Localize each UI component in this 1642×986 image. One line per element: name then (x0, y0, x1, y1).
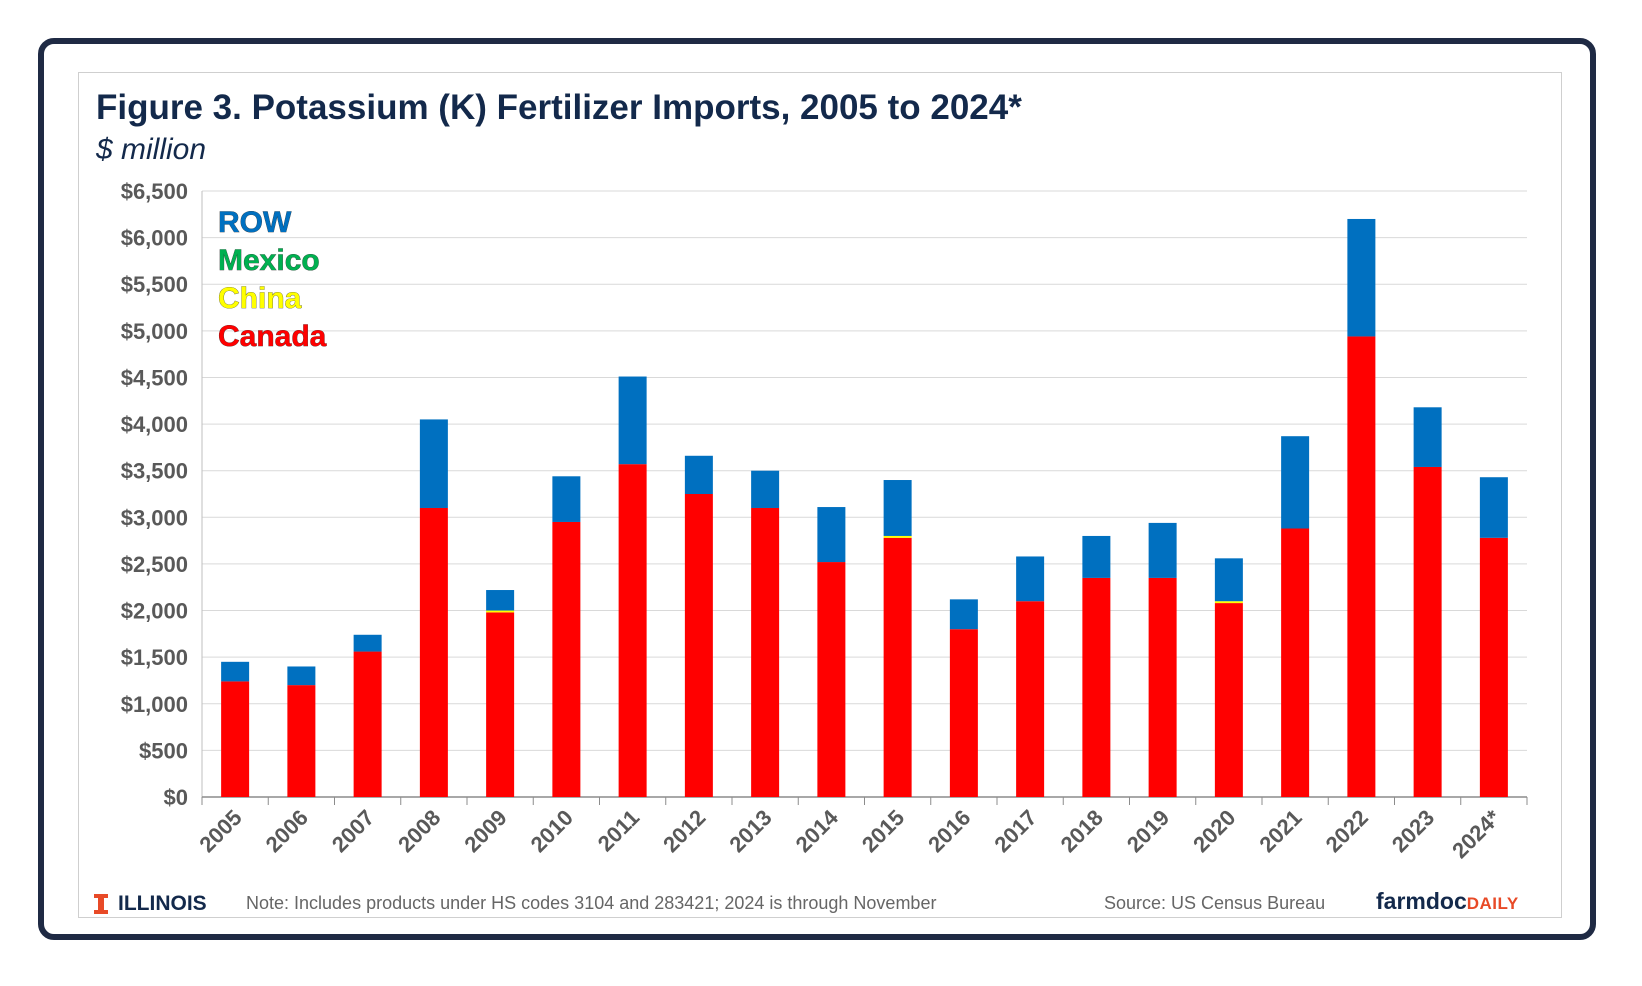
y-tick-label: $3,000 (121, 505, 188, 530)
x-tick-label: 2017 (989, 805, 1041, 857)
y-tick-label: $1,500 (121, 645, 188, 670)
bar-row-2024 (1479, 477, 1508, 538)
bar-canada-2006 (287, 685, 316, 797)
bar-canada-2023 (1413, 466, 1442, 797)
y-tick-label: $6,000 (121, 226, 188, 251)
bar-canada-2024 (1479, 537, 1508, 797)
bar-row-2011 (618, 376, 647, 465)
brand-main-text: farmdoc (1376, 888, 1467, 914)
x-tick-label: 2022 (1321, 805, 1373, 857)
x-tick-label: 2019 (1122, 805, 1174, 857)
bar-row-2019 (1148, 522, 1177, 578)
y-tick-label: $5,000 (121, 319, 188, 344)
y-tick-label: $4,000 (121, 412, 188, 437)
y-tick-label: $3,500 (121, 459, 188, 484)
x-tick-label: 2008 (393, 805, 445, 857)
bar-row-2020 (1214, 558, 1243, 602)
x-tick-label: 2012 (658, 805, 710, 857)
legend-item-mexico: Mexico (218, 244, 320, 277)
brand-accent-text: DAILY (1466, 894, 1519, 913)
chart-title: Figure 3. Potassium (K) Fertilizer Impor… (96, 88, 1022, 127)
y-tick-label: $1,000 (121, 692, 188, 717)
legend-item-china: China (218, 282, 302, 315)
bar-row-2017 (1016, 556, 1045, 602)
bar-canada-2020 (1214, 603, 1243, 797)
bar-canada-2009 (486, 612, 515, 797)
bar-canada-2021 (1281, 528, 1310, 797)
y-tick-label: $4,500 (121, 365, 188, 390)
bar-row-2021 (1281, 436, 1310, 529)
bar-row-2014 (817, 507, 846, 563)
bar-row-2023 (1413, 407, 1442, 467)
bar-canada-2016 (949, 629, 978, 797)
x-tick-label: 2018 (1056, 805, 1108, 857)
bar-row-2016 (949, 599, 978, 630)
x-tick-label: 2007 (327, 805, 379, 857)
bar-china-2009 (486, 610, 515, 613)
x-tick-label: 2016 (923, 805, 975, 857)
bar-row-2015 (883, 480, 912, 536)
bar-row-2018 (1082, 535, 1111, 578)
y-tick-label: $500 (139, 738, 188, 763)
bar-row-2012 (684, 455, 713, 494)
x-tick-label: 2014 (791, 804, 844, 857)
bar-row-2006 (287, 666, 316, 686)
bar-canada-2014 (817, 562, 846, 797)
x-tick-label: 2010 (526, 805, 578, 857)
bar-row-2010 (552, 476, 581, 522)
x-tick-label: 2009 (459, 805, 511, 857)
y-tick-label: $2,000 (121, 599, 188, 624)
bar-canada-2015 (883, 537, 912, 797)
x-tick-label: 2011 (593, 805, 644, 856)
illinois-block-i-icon (94, 894, 108, 914)
y-tick-label: $5,500 (121, 272, 188, 297)
bar-china-2015 (883, 535, 912, 538)
x-tick-label: 2020 (1188, 805, 1240, 857)
x-tick-label: 2023 (1387, 805, 1439, 857)
y-tick-label: $6,500 (121, 179, 188, 204)
bar-canada-2013 (751, 507, 780, 797)
bar-canada-2019 (1148, 577, 1177, 797)
illinois-logo-text: ILLINOIS (118, 892, 207, 915)
footer-note: Note: Includes products under HS codes 3… (246, 893, 937, 913)
x-tick-label: 2013 (724, 805, 776, 857)
bar-row-2022 (1347, 218, 1376, 337)
bar-canada-2018 (1082, 577, 1111, 797)
legend-item-row: ROW (218, 206, 292, 239)
bar-canada-2008 (419, 507, 448, 797)
bar-canada-2017 (1016, 601, 1045, 797)
farmdoc-daily-logo: farmdocDAILY (1376, 888, 1519, 915)
illinois-logo: ILLINOIS (94, 892, 207, 916)
bar-canada-2010 (552, 521, 581, 797)
bar-canada-2005 (221, 681, 250, 797)
legend-item-canada: Canada (218, 320, 327, 353)
bar-row-2005 (221, 661, 250, 682)
y-tick-label: $2,500 (121, 552, 188, 577)
bar-canada-2011 (618, 464, 647, 797)
x-tick-label: 2024* (1447, 805, 1506, 864)
bar-canada-2012 (684, 494, 713, 797)
y-tick-label: $0 (164, 785, 188, 810)
bar-row-2009 (486, 590, 515, 611)
x-tick-label: 2006 (261, 805, 313, 857)
x-tick-label: 2005 (194, 805, 246, 857)
chart-subtitle: $ million (96, 133, 207, 166)
bar-canada-2022 (1347, 336, 1376, 797)
bar-canada-2007 (353, 651, 382, 797)
x-tick-label: 2015 (857, 805, 909, 857)
x-tick-label: 2021 (1254, 805, 1306, 857)
bar-row-2007 (353, 634, 382, 652)
bar-row-2008 (419, 419, 448, 508)
footer-source: Source: US Census Bureau (1104, 893, 1326, 913)
bar-row-2013 (751, 470, 780, 508)
bar-china-2020 (1214, 601, 1243, 604)
